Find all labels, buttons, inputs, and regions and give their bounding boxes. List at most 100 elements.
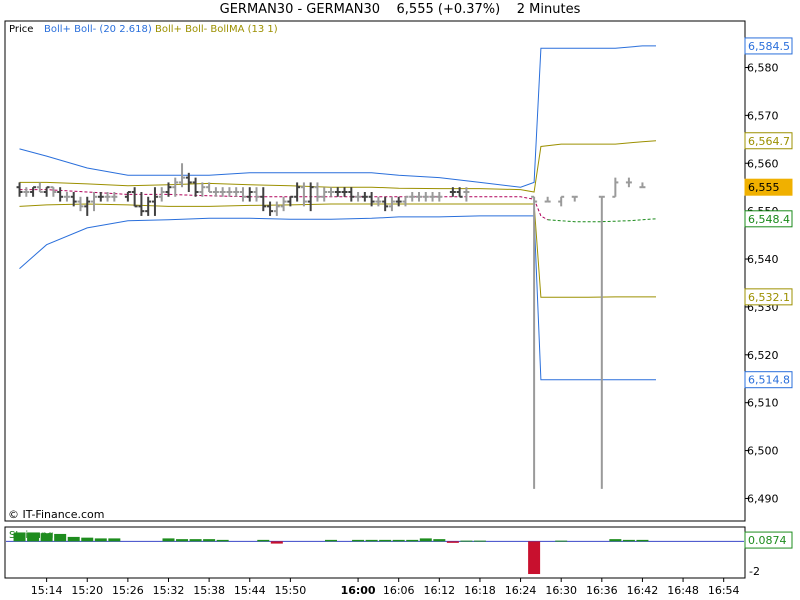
slope-bar [81, 537, 94, 542]
y-tick-label: 6,570 [747, 109, 779, 122]
ohlc-bar [436, 191, 443, 202]
indicator-value-label: 0.0874 [748, 534, 787, 547]
slope-bar [352, 539, 365, 542]
indicator-value-box [744, 531, 793, 549]
legend-boll: Boll+ Boll- (20 2.618) [44, 24, 152, 35]
x-tick-label: 16:00 [341, 584, 376, 597]
ohlc-bar [287, 195, 294, 207]
slope-bar [392, 539, 405, 542]
ohlc-bar [327, 187, 334, 197]
ohlc-bar [16, 182, 23, 197]
slope-bar [40, 533, 53, 542]
ohlc-bar [382, 196, 389, 212]
ohlc-bar [625, 177, 632, 188]
ohlc-bar [273, 201, 280, 216]
slope-bar [555, 540, 568, 542]
ohlc-bar [124, 190, 131, 202]
ohlc-bar [50, 186, 57, 197]
symbol-label: GERMAN30 - GERMAN30 [219, 2, 380, 17]
series-bollma_upper [19, 140, 657, 193]
slope-bar [67, 536, 80, 542]
x-tick-label: 16:54 [708, 584, 740, 597]
slope-bar [609, 539, 622, 542]
ohlc-bar [84, 196, 91, 216]
slope-bar [406, 539, 419, 542]
ohlc-bar [199, 182, 206, 197]
slope-bar [176, 539, 189, 542]
x-tick-label: 16:36 [586, 584, 618, 597]
chart-title: GERMAN30 - GERMAN30 6,555 (+0.37%) 2 Min… [0, 2, 800, 17]
y-tick-label: 6,560 [747, 157, 779, 170]
indicator-panel [4, 526, 746, 579]
watermark: © IT-Finance.com [8, 508, 105, 521]
x-tick-label: 15:38 [193, 584, 225, 597]
slope-bar [460, 540, 473, 542]
slope-bar [27, 532, 40, 542]
ohlc-bar [348, 187, 355, 202]
price-marker-label: 6,555 [748, 181, 780, 194]
main-panel [4, 20, 746, 522]
slope-bar [365, 539, 378, 542]
ohlc-bar [361, 191, 368, 202]
price-marker-box [744, 210, 793, 228]
slope-bar [203, 539, 216, 542]
ohlc-bar [192, 177, 199, 197]
y-tick-label: 6,580 [747, 61, 779, 74]
ohlc-bar [307, 182, 314, 212]
x-tick-label: 16:42 [627, 584, 659, 597]
price-marker-label: 6,584.5 [748, 40, 790, 53]
ohlc-bar [138, 191, 145, 216]
ohlc-bar [334, 187, 341, 197]
x-tick-label: 15:50 [275, 584, 307, 597]
ohlc-bar [639, 182, 646, 189]
time-axis: 15:14 15:20 15:26 15:32 15:38 15:44 15:50 16:00… [31, 578, 740, 597]
slope-bar [433, 539, 446, 542]
ohlc-bar [97, 191, 104, 202]
ohlc-bar [104, 191, 111, 202]
x-tick-label: 16:06 [383, 584, 415, 597]
slope-bar [528, 541, 541, 575]
ohlc-bar [36, 182, 43, 193]
ohlc-bar [368, 191, 375, 207]
ohlc-bar [612, 177, 619, 198]
ohlc-bar [416, 191, 423, 202]
x-tick-label: 16:30 [545, 584, 577, 597]
ohlc-bar [409, 191, 416, 202]
ohlc-bar [43, 186, 50, 197]
slope-bar [216, 539, 229, 542]
slope-bar [270, 541, 283, 544]
series-boll_lower [19, 215, 656, 381]
ohlc-bar [571, 195, 578, 202]
price-marker-box [744, 371, 793, 389]
price-markers: 6,584.5 6,564.7 6,555 6,548.4 6,532.1 6,514.8 [744, 37, 793, 389]
ohlc-bar [165, 182, 172, 197]
ohlc-bar [212, 187, 219, 197]
slope-histogram: -2 0.0874 [6, 531, 793, 578]
ohlc-bar [219, 187, 226, 197]
ohlc-bar [341, 187, 348, 197]
ohlc-bar [226, 187, 233, 197]
y-tick-label: 6,510 [747, 397, 779, 410]
ohlc-bar [531, 195, 538, 489]
ohlc-bar [422, 191, 429, 202]
ohlc-bar [388, 196, 395, 212]
x-tick-label: 16:18 [464, 584, 496, 597]
ohlc-bar [239, 187, 246, 202]
ohlc-bar [185, 172, 192, 192]
x-tick-label: 15:26 [112, 584, 144, 597]
x-tick-label: 15:20 [71, 584, 103, 597]
price-marker-box [744, 37, 793, 55]
price-change: (+0.37%) [437, 2, 501, 17]
x-tick-label: 16:48 [667, 584, 699, 597]
series-boll_upper [19, 45, 656, 188]
ohlc-bar [321, 187, 328, 202]
ohlc-bar [300, 182, 307, 207]
legend-price: Price [9, 24, 33, 35]
ohlc-bar [172, 177, 179, 197]
ohlc-bar [23, 187, 30, 197]
x-tick-label: 16:12 [423, 584, 455, 597]
ohlc-bar [429, 191, 436, 202]
slope-bar [189, 539, 202, 542]
ohlc-bar [91, 191, 98, 212]
